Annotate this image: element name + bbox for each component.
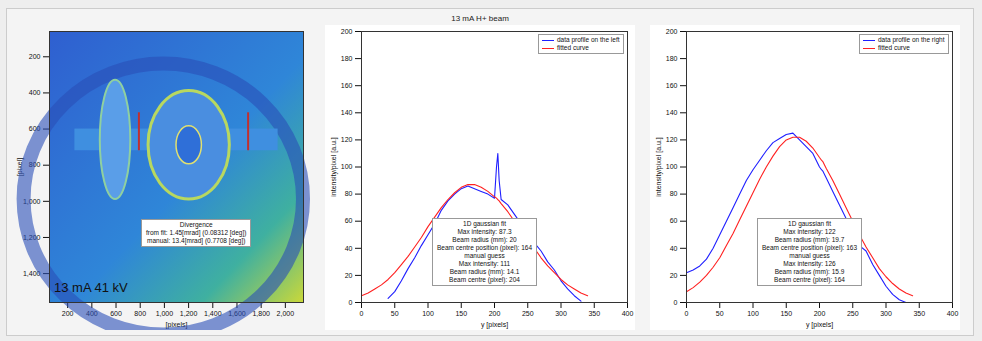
svg-text:0: 0 — [349, 299, 353, 306]
svg-text:350: 350 — [913, 310, 925, 317]
svg-text:400: 400 — [947, 310, 959, 317]
html-text:13 mA 41 kV: 13 mA 41 kV — [54, 280, 128, 295]
html-text:Max intensity: 87.3: Max intensity: 87.3 — [457, 228, 512, 235]
html-text:Beam radius (mm): 15.9: Beam radius (mm): 15.9 — [774, 268, 845, 275]
svg-text:50: 50 — [716, 310, 724, 317]
svg-text:160: 160 — [341, 82, 353, 89]
html-text:Beam centre position (pixel):: Beam centre position (pixel): 164 — [437, 244, 532, 251]
svg-text:1,800: 1,800 — [252, 310, 270, 317]
svg-text:200: 200 — [489, 310, 501, 317]
svg-text:800: 800 — [134, 310, 146, 317]
svg-text:intensity/pixel [a.u.]: intensity/pixel [a.u.] — [330, 137, 338, 197]
svg-text:100: 100 — [747, 310, 759, 317]
svg-text:[pixels]: [pixels] — [165, 320, 188, 328]
svg-text:250: 250 — [847, 310, 859, 317]
html-text:Beam radius (mm): 14.1: Beam radius (mm): 14.1 — [449, 268, 520, 275]
svg-text:80: 80 — [670, 190, 678, 197]
svg-text:2,000: 2,000 — [277, 310, 295, 317]
svg-text:100: 100 — [422, 310, 434, 317]
svg-text:1,200: 1,200 — [180, 310, 198, 317]
svg-text:200: 200 — [29, 53, 41, 60]
svg-text:20: 20 — [345, 272, 353, 279]
svg-text:200: 200 — [341, 28, 353, 35]
svg-text:200: 200 — [62, 310, 74, 317]
html-text:fitted curve: fitted curve — [557, 44, 589, 51]
svg-text:120: 120 — [341, 136, 353, 143]
html-text:data profile on the left: data profile on the left — [557, 36, 620, 43]
html-text:Beam radius (mm): 20: Beam radius (mm): 20 — [452, 236, 517, 243]
svg-text:400: 400 — [622, 310, 634, 317]
svg-text:140: 140 — [341, 109, 353, 116]
svg-text:250: 250 — [522, 310, 534, 317]
svg-text:1,000: 1,000 — [23, 197, 41, 205]
svg-text:1,400: 1,400 — [23, 269, 41, 277]
html-text:manual: 13.4[mrad] (0.7708 [de: manual: 13.4[mrad] (0.7708 [deg]) — [147, 237, 246, 244]
html-text:manual guess: manual guess — [789, 252, 830, 259]
html-text:Max intensity: 111: Max intensity: 111 — [458, 260, 511, 267]
html-text:Beam centre position (pixel):: Beam centre position (pixel): 163 — [762, 244, 857, 251]
svg-text:150: 150 — [780, 310, 792, 317]
html-text:1D gaussian fit: 1D gaussian fit — [463, 220, 506, 227]
svg-text:600: 600 — [110, 310, 122, 317]
svg-text:y [pixels]: y [pixels] — [481, 321, 508, 329]
svg-text:0: 0 — [674, 299, 678, 306]
html-text:Max intensity: 122: Max intensity: 122 — [783, 228, 836, 235]
svg-text:140: 140 — [666, 109, 678, 116]
svg-text:20: 20 — [670, 272, 678, 279]
svg-text:180: 180 — [341, 55, 353, 62]
svg-text:200: 200 — [814, 310, 826, 317]
svg-text:80: 80 — [345, 190, 353, 197]
svg-text:60: 60 — [345, 217, 353, 224]
svg-text:180: 180 — [666, 55, 678, 62]
svg-text:300: 300 — [880, 310, 892, 317]
svg-text:60: 60 — [670, 217, 678, 224]
svg-text:400: 400 — [29, 89, 41, 96]
svg-text:40: 40 — [670, 245, 678, 252]
svg-text:40: 40 — [345, 245, 353, 252]
html-text:1D gaussian fit: 1D gaussian fit — [788, 220, 831, 227]
html-text:Beam centre (pixel): 204: Beam centre (pixel): 204 — [449, 276, 520, 283]
html-text:from fit: 1.45[mrad] (0.08312: from fit: 1.45[mrad] (0.08312 [deg]) — [146, 229, 247, 236]
svg-text:1,000: 1,000 — [156, 310, 174, 317]
svg-text:300: 300 — [555, 310, 567, 317]
svg-text:intensity/pixel [a.u.]: intensity/pixel [a.u.] — [655, 137, 663, 197]
html-text:Beam centre (pixel): 164: Beam centre (pixel): 164 — [774, 276, 845, 283]
svg-text:100: 100 — [666, 163, 678, 170]
svg-text:50: 50 — [391, 310, 399, 317]
svg-text:0: 0 — [360, 310, 364, 317]
svg-text:120: 120 — [666, 136, 678, 143]
html-text:13 mA H+ beam: 13 mA H+ beam — [451, 14, 509, 23]
html-text:data profile on the right: data profile on the right — [878, 36, 945, 43]
html-text:fitted curve: fitted curve — [878, 44, 910, 51]
svg-text:160: 160 — [666, 82, 678, 89]
html-text:Max intensity: 126: Max intensity: 126 — [783, 260, 836, 267]
svg-text:150: 150 — [455, 310, 467, 317]
html-text:Divergence: Divergence — [179, 221, 213, 228]
svg-text:1,400: 1,400 — [204, 310, 222, 318]
svg-text:100: 100 — [341, 163, 353, 170]
svg-text:0: 0 — [685, 310, 689, 317]
html-text:manual guess: manual guess — [464, 252, 505, 259]
svg-text:y [pixels]: y [pixels] — [806, 321, 833, 329]
html-text:Beam radius (mm): 19.7: Beam radius (mm): 19.7 — [774, 236, 845, 243]
svg-text:350: 350 — [588, 310, 600, 317]
svg-text:200: 200 — [666, 28, 678, 35]
